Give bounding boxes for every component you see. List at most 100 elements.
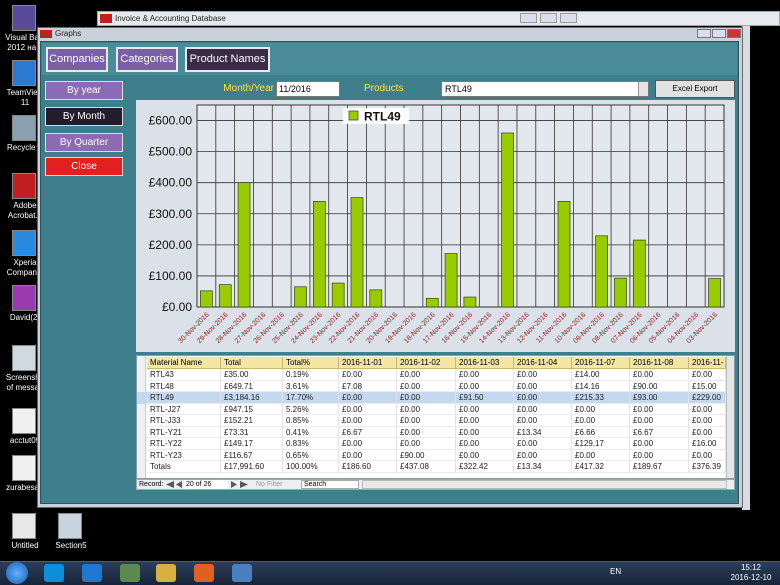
column-header: Material Name bbox=[147, 357, 221, 369]
table-cell: £0.00 bbox=[514, 369, 572, 381]
taskbar-icon[interactable] bbox=[44, 564, 64, 582]
search-box[interactable]: Search bbox=[301, 480, 359, 489]
desktop-icon[interactable] bbox=[12, 513, 36, 539]
desktop-icon[interactable] bbox=[12, 230, 36, 256]
window-control[interactable] bbox=[697, 29, 711, 38]
desktop-icon[interactable] bbox=[12, 408, 36, 434]
nav-last[interactable] bbox=[240, 481, 248, 488]
column-header: Total% bbox=[283, 357, 339, 369]
table-cell: £0.00 bbox=[339, 392, 397, 404]
table-cell: 0.41% bbox=[283, 426, 339, 438]
table-cell: £649.71 bbox=[221, 380, 283, 392]
table-cell: £186.60 bbox=[339, 461, 397, 473]
h-scrollbar bbox=[362, 480, 727, 489]
taskbar-icon[interactable] bbox=[156, 564, 176, 582]
table-cell: RTL-J33 bbox=[147, 415, 221, 427]
record-label: Record: bbox=[139, 481, 164, 488]
table-cell: £0.00 bbox=[630, 438, 689, 450]
start-button[interactable] bbox=[6, 562, 28, 584]
window-control[interactable] bbox=[727, 29, 741, 38]
legend-swatch bbox=[348, 110, 359, 121]
table-cell: £0.00 bbox=[630, 403, 689, 415]
side-button[interactable]: By Month bbox=[45, 107, 123, 126]
datasheet bbox=[136, 355, 735, 479]
table-cell: £0.00 bbox=[514, 438, 572, 450]
desktop-icon-label: Companio bbox=[6, 268, 44, 277]
desktop-icon[interactable] bbox=[12, 115, 36, 141]
desktop-icon[interactable] bbox=[12, 455, 36, 481]
window-title: Graphs bbox=[55, 29, 82, 38]
column-header: Total bbox=[221, 357, 283, 369]
window-control[interactable] bbox=[520, 13, 537, 23]
table-cell: £17,991.60 bbox=[221, 461, 283, 473]
table-cell: £0.00 bbox=[339, 438, 397, 450]
taskbar-icon[interactable] bbox=[120, 564, 140, 582]
bar bbox=[614, 277, 627, 308]
table-cell: 0.65% bbox=[283, 449, 339, 461]
desktop-icon-label: Untitled bbox=[11, 541, 39, 550]
table-cell: £93.00 bbox=[630, 392, 689, 404]
desktop-icon-label: Acrobat... bbox=[7, 211, 43, 220]
desktop-icon-label: David(2) bbox=[9, 313, 41, 322]
table-cell: £0.00 bbox=[339, 449, 397, 461]
filter-indicator: No Filter bbox=[256, 481, 283, 488]
language[interactable]: EN bbox=[610, 567, 622, 576]
bar bbox=[200, 290, 213, 308]
export-button[interactable]: Excel Export bbox=[655, 80, 735, 98]
desktop-icon-label: Xperia bbox=[13, 258, 37, 267]
table-cell: £0.00 bbox=[397, 403, 456, 415]
filter-label: Products bbox=[364, 83, 404, 94]
window-control[interactable] bbox=[712, 29, 726, 38]
bar bbox=[425, 297, 439, 308]
nav-first[interactable] bbox=[166, 481, 174, 488]
side-button[interactable]: By Quarter bbox=[45, 133, 123, 152]
table-cell: £13.34 bbox=[514, 426, 572, 438]
desktop-icon[interactable] bbox=[12, 345, 36, 371]
table-cell: £0.00 bbox=[689, 415, 726, 427]
side-button[interactable]: Close bbox=[45, 157, 123, 176]
taskbar bbox=[0, 561, 780, 585]
bar bbox=[369, 289, 383, 308]
bar bbox=[294, 286, 307, 308]
window-control[interactable] bbox=[540, 13, 557, 23]
nav-next[interactable] bbox=[231, 481, 237, 488]
tab-button[interactable]: Categories bbox=[116, 47, 178, 72]
bar bbox=[557, 200, 571, 308]
table-cell: £91.50 bbox=[456, 392, 514, 404]
tab-button[interactable]: Companies bbox=[46, 47, 108, 72]
y-tick-label: £400.00 bbox=[149, 176, 193, 190]
bar bbox=[444, 253, 458, 308]
nav-prev[interactable] bbox=[176, 481, 182, 488]
tab-button[interactable]: Product Names bbox=[185, 47, 270, 72]
table-cell: RTL49 bbox=[147, 392, 221, 404]
desktop-icon-label: Recycle B bbox=[6, 143, 43, 152]
desktop-icon[interactable] bbox=[12, 5, 36, 31]
desktop-icon[interactable] bbox=[12, 60, 36, 86]
taskbar-icon[interactable] bbox=[232, 564, 252, 582]
products-combo[interactable]: RTL49 bbox=[441, 81, 649, 97]
window-control[interactable] bbox=[560, 13, 577, 23]
column-header: 2016-11- bbox=[689, 357, 726, 369]
table-cell: £14.00 bbox=[572, 369, 630, 381]
desktop-icon[interactable] bbox=[12, 173, 36, 199]
desktop-icon-label: Screensho bbox=[5, 373, 45, 382]
table-cell: £0.00 bbox=[514, 415, 572, 427]
month-combo[interactable]: 11/2016 bbox=[276, 81, 340, 97]
table-cell: £0.00 bbox=[514, 449, 572, 461]
table-cell: £6.67 bbox=[339, 426, 397, 438]
table-cell: RTL-Y21 bbox=[147, 426, 221, 438]
taskbar-icon[interactable] bbox=[194, 564, 214, 582]
taskbar-icon[interactable] bbox=[82, 564, 102, 582]
y-tick-label: £600.00 bbox=[149, 114, 193, 128]
desktop-icon-label: Section5 bbox=[55, 541, 87, 550]
table-cell: £90.00 bbox=[397, 449, 456, 461]
table-cell: £0.00 bbox=[397, 369, 456, 381]
side-button[interactable]: By year bbox=[45, 81, 123, 100]
desktop-icon[interactable] bbox=[12, 285, 36, 311]
column-header: 2016-11-04 bbox=[514, 357, 572, 369]
table-cell: £0.00 bbox=[689, 403, 726, 415]
table-cell: £947.15 bbox=[221, 403, 283, 415]
desktop-icon[interactable] bbox=[58, 513, 82, 539]
table-cell: £0.00 bbox=[689, 369, 726, 381]
